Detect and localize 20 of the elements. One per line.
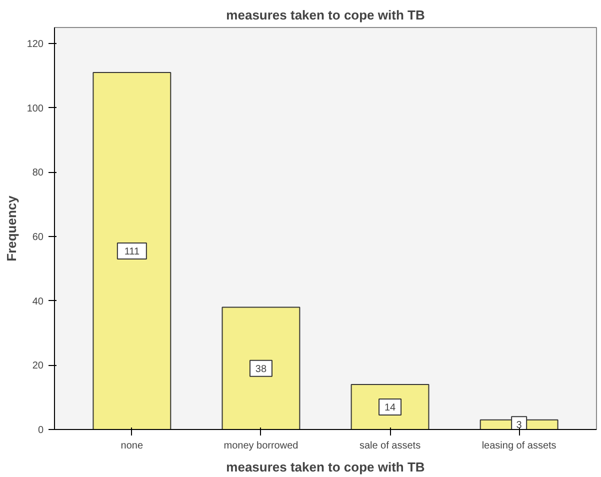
data-label: 3 <box>516 420 522 432</box>
y-tick-label: 0 <box>38 425 44 436</box>
data-label: 111 <box>124 246 140 258</box>
y-tick-label: 40 <box>32 296 44 308</box>
chart-title: measures taken to cope with TB <box>226 8 425 22</box>
bar <box>222 306 300 430</box>
x-axis-title: measures taken to cope with TB <box>226 460 425 474</box>
y-tick-label: 20 <box>32 360 44 372</box>
y-tick-label: 120 <box>26 39 44 50</box>
x-tick-label: none <box>120 440 144 452</box>
y-axis-title: Frequency <box>4 194 19 262</box>
x-tick-label: money borrowed <box>224 440 298 452</box>
bar <box>92 72 172 430</box>
x-tick-label: leasing of assets <box>482 440 556 452</box>
y-tick-label: 100 <box>26 103 44 114</box>
y-tick-label: 80 <box>32 168 44 179</box>
data-label: 38 <box>255 364 267 375</box>
y-tick-label: 60 <box>32 232 44 244</box>
data-label: 14 <box>384 402 396 414</box>
x-tick-label: sale of assets <box>359 440 421 452</box>
